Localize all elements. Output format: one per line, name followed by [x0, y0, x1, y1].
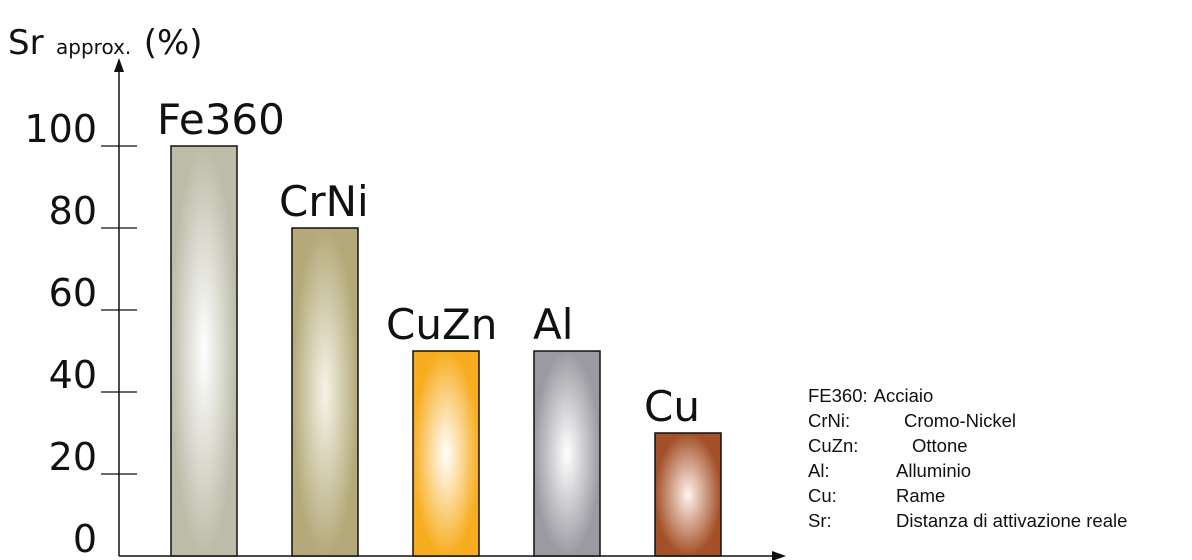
legend-desc: Cromo-Nickel [904, 410, 1017, 431]
bar-labels: Fe360 CrNi CuZn Al Cu [157, 95, 700, 431]
legend-abbr: FE360: [808, 385, 868, 406]
bar-label-cu: Cu [644, 382, 700, 431]
y-axis-title-unit: (%) [144, 23, 203, 63]
legend-desc: Alluminio [896, 460, 972, 481]
legend-abbr: CrNi: [808, 410, 851, 431]
bar-label-cuzn: CuZn [386, 300, 497, 349]
y-axis-title: Sr approx. (%) [8, 23, 203, 63]
bar-label-al: Al [533, 300, 573, 349]
legend-desc: Acciaio [873, 385, 934, 406]
legend-desc: Ottone [912, 435, 968, 456]
legend-abbr: Cu: [808, 485, 837, 506]
legend: FE360: Acciaio CrNi: Cromo-Nickel CuZn: Otton… [808, 383, 1192, 533]
legend-item: CuZn: Ottone [808, 433, 1192, 458]
y-axis-title-sub: approx. [56, 35, 131, 59]
legend-abbr: Al: [808, 460, 830, 481]
bar-label-fe360: Fe360 [157, 95, 285, 144]
bar-label-crni: CrNi [279, 177, 369, 226]
bar-cuzn [412, 350, 480, 557]
y-tick-label: 80 [49, 189, 97, 233]
legend-item: CrNi: Cromo-Nickel [808, 408, 1192, 433]
legend-item: Al: Alluminio [808, 458, 1192, 483]
legend-abbr: CuZn: [808, 435, 859, 456]
legend-abbr: Sr: [808, 510, 832, 531]
y-tick-label: 40 [49, 353, 97, 397]
y-tick-label: 60 [49, 271, 97, 315]
bar-cu [654, 432, 722, 557]
legend-desc: Rame [896, 485, 946, 506]
y-tick-label: 0 [73, 517, 97, 560]
legend-item: Cu: Rame [808, 483, 1192, 508]
bar-al [533, 350, 601, 557]
x-axis-arrow [772, 551, 786, 560]
y-axis-ticks: 0 20 40 60 80 100 [24, 107, 137, 560]
bars [170, 145, 722, 557]
y-axis-title-main: Sr [8, 23, 44, 63]
legend-desc: Distanza di attivazione reale [896, 510, 1128, 531]
legend-item: FE360: Acciaio [808, 383, 1192, 408]
bar-fe360 [170, 145, 238, 557]
bar-crni [291, 227, 359, 557]
y-axis-arrow [114, 58, 124, 72]
y-tick-label: 20 [49, 435, 97, 479]
legend-item: Sr: Distanza di attivazione reale [808, 508, 1192, 533]
y-tick-label: 100 [24, 107, 97, 151]
